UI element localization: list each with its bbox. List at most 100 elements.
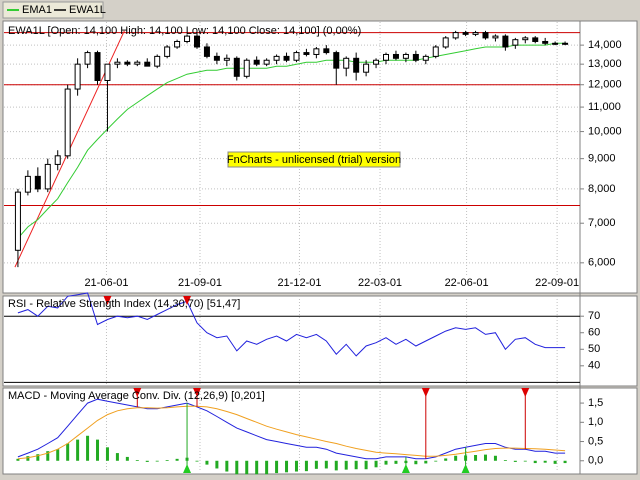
histogram-bar — [314, 460, 318, 469]
candle-body — [442, 37, 449, 48]
histogram-bar — [294, 460, 298, 472]
y-tick-label: 40 — [588, 360, 600, 372]
y-tick-label: 12,000 — [588, 79, 622, 91]
y-tick-label: 1,0 — [588, 416, 603, 428]
sell-signal — [192, 388, 201, 397]
histogram-bar — [523, 460, 527, 462]
candle-body — [323, 48, 330, 54]
sell-signal — [421, 388, 430, 397]
candle-body — [502, 35, 509, 48]
x-tick-label: 21-06-01 — [84, 277, 128, 289]
tab-bar — [0, 0, 640, 20]
histogram-bar — [394, 460, 398, 464]
histogram-bar — [265, 460, 269, 475]
histogram-bar — [165, 460, 169, 461]
candle-body — [94, 52, 101, 81]
candle-body — [134, 61, 141, 65]
candle-body — [193, 35, 200, 48]
y-tick-label: 14,000 — [588, 39, 622, 51]
candle-body — [44, 163, 51, 190]
candle-body — [313, 48, 320, 55]
y-tick-label: 6,000 — [588, 257, 616, 269]
histogram-bar — [76, 439, 80, 461]
x-tick-label: 22-09-01 — [535, 277, 579, 289]
histogram-bar — [493, 455, 497, 461]
candle-body — [203, 46, 210, 57]
candle-body — [243, 59, 250, 77]
candle-body — [14, 191, 21, 251]
histogram-bar — [145, 460, 149, 462]
histogram-bar — [285, 460, 289, 473]
y-tick-label: 60 — [588, 327, 600, 339]
buy-signal — [183, 464, 192, 473]
histogram-bar — [434, 460, 438, 462]
histogram-bar — [175, 458, 179, 461]
histogram-bar — [46, 451, 50, 461]
histogram-bar — [26, 456, 30, 461]
candle-body — [412, 53, 419, 61]
histogram-bar — [115, 453, 119, 461]
sell-signal — [103, 296, 112, 305]
series-line — [17, 405, 566, 460]
legend-label: EWA1L — [69, 4, 106, 16]
candle-body — [184, 35, 191, 42]
candle-body — [114, 61, 121, 65]
candle-body — [522, 37, 529, 41]
y-tick-label: 13,000 — [588, 58, 622, 70]
histogram-bar — [255, 460, 259, 475]
candle-body — [293, 52, 300, 61]
candle-body — [343, 57, 350, 69]
watermark: FnCharts - unlicensed (trial) version — [227, 154, 401, 166]
legend-box — [2, 1, 104, 19]
y-tick-label: 0,0 — [588, 455, 603, 467]
chart-title: RSI - Relative Strength Index (14,30,70)… — [8, 298, 240, 310]
candle-body — [422, 55, 429, 61]
histogram-bar — [474, 455, 478, 461]
y-tick-label: 11,000 — [588, 101, 621, 113]
candle-body — [283, 55, 290, 61]
histogram-bar — [503, 460, 507, 461]
candle-body — [233, 57, 240, 77]
x-tick-label: 22-06-01 — [445, 277, 489, 289]
histogram-bar — [563, 460, 567, 464]
y-tick-label: 0,5 — [588, 435, 603, 447]
chart-title: MACD - Moving Average Conv. Div. (12,26,… — [8, 390, 265, 402]
histogram-bar — [86, 435, 90, 461]
histogram-bar — [513, 460, 517, 462]
histogram-bar — [245, 460, 249, 475]
candle-body — [144, 61, 151, 67]
candle-body — [512, 39, 519, 46]
series-line — [17, 398, 566, 460]
candle-body — [333, 52, 340, 69]
histogram-bar — [324, 460, 328, 469]
histogram-bar — [135, 460, 139, 461]
histogram-bar — [344, 460, 348, 470]
candle-body — [124, 61, 131, 65]
histogram-bar — [364, 460, 368, 470]
histogram-bar — [414, 460, 418, 465]
chart-title: EWA1L [Open: 14,100 High: 14,100 Low: 14… — [8, 25, 361, 37]
y-tick-label: 9,000 — [588, 153, 616, 165]
candle-body — [24, 175, 31, 193]
histogram-bar — [195, 460, 199, 462]
histogram-bar — [424, 460, 428, 464]
y-tick-label: 10,000 — [588, 125, 622, 137]
y-tick-label: 1,5 — [588, 397, 603, 409]
candle-body — [383, 53, 390, 61]
histogram-bar — [215, 460, 219, 469]
watermark-box — [227, 151, 401, 168]
buy-signal — [461, 464, 470, 473]
histogram-bar — [533, 460, 537, 464]
candle-body — [353, 57, 360, 73]
x-tick-label: 21-12-01 — [277, 277, 321, 289]
candle-body — [402, 53, 409, 59]
y-tick-label: 70 — [588, 310, 600, 322]
candle-body — [373, 59, 380, 65]
histogram-bar — [354, 460, 358, 470]
candle-body — [363, 63, 370, 73]
candle-body — [174, 40, 181, 48]
candle-body — [532, 37, 539, 42]
candle-body — [84, 52, 91, 65]
histogram-bar — [56, 449, 60, 461]
